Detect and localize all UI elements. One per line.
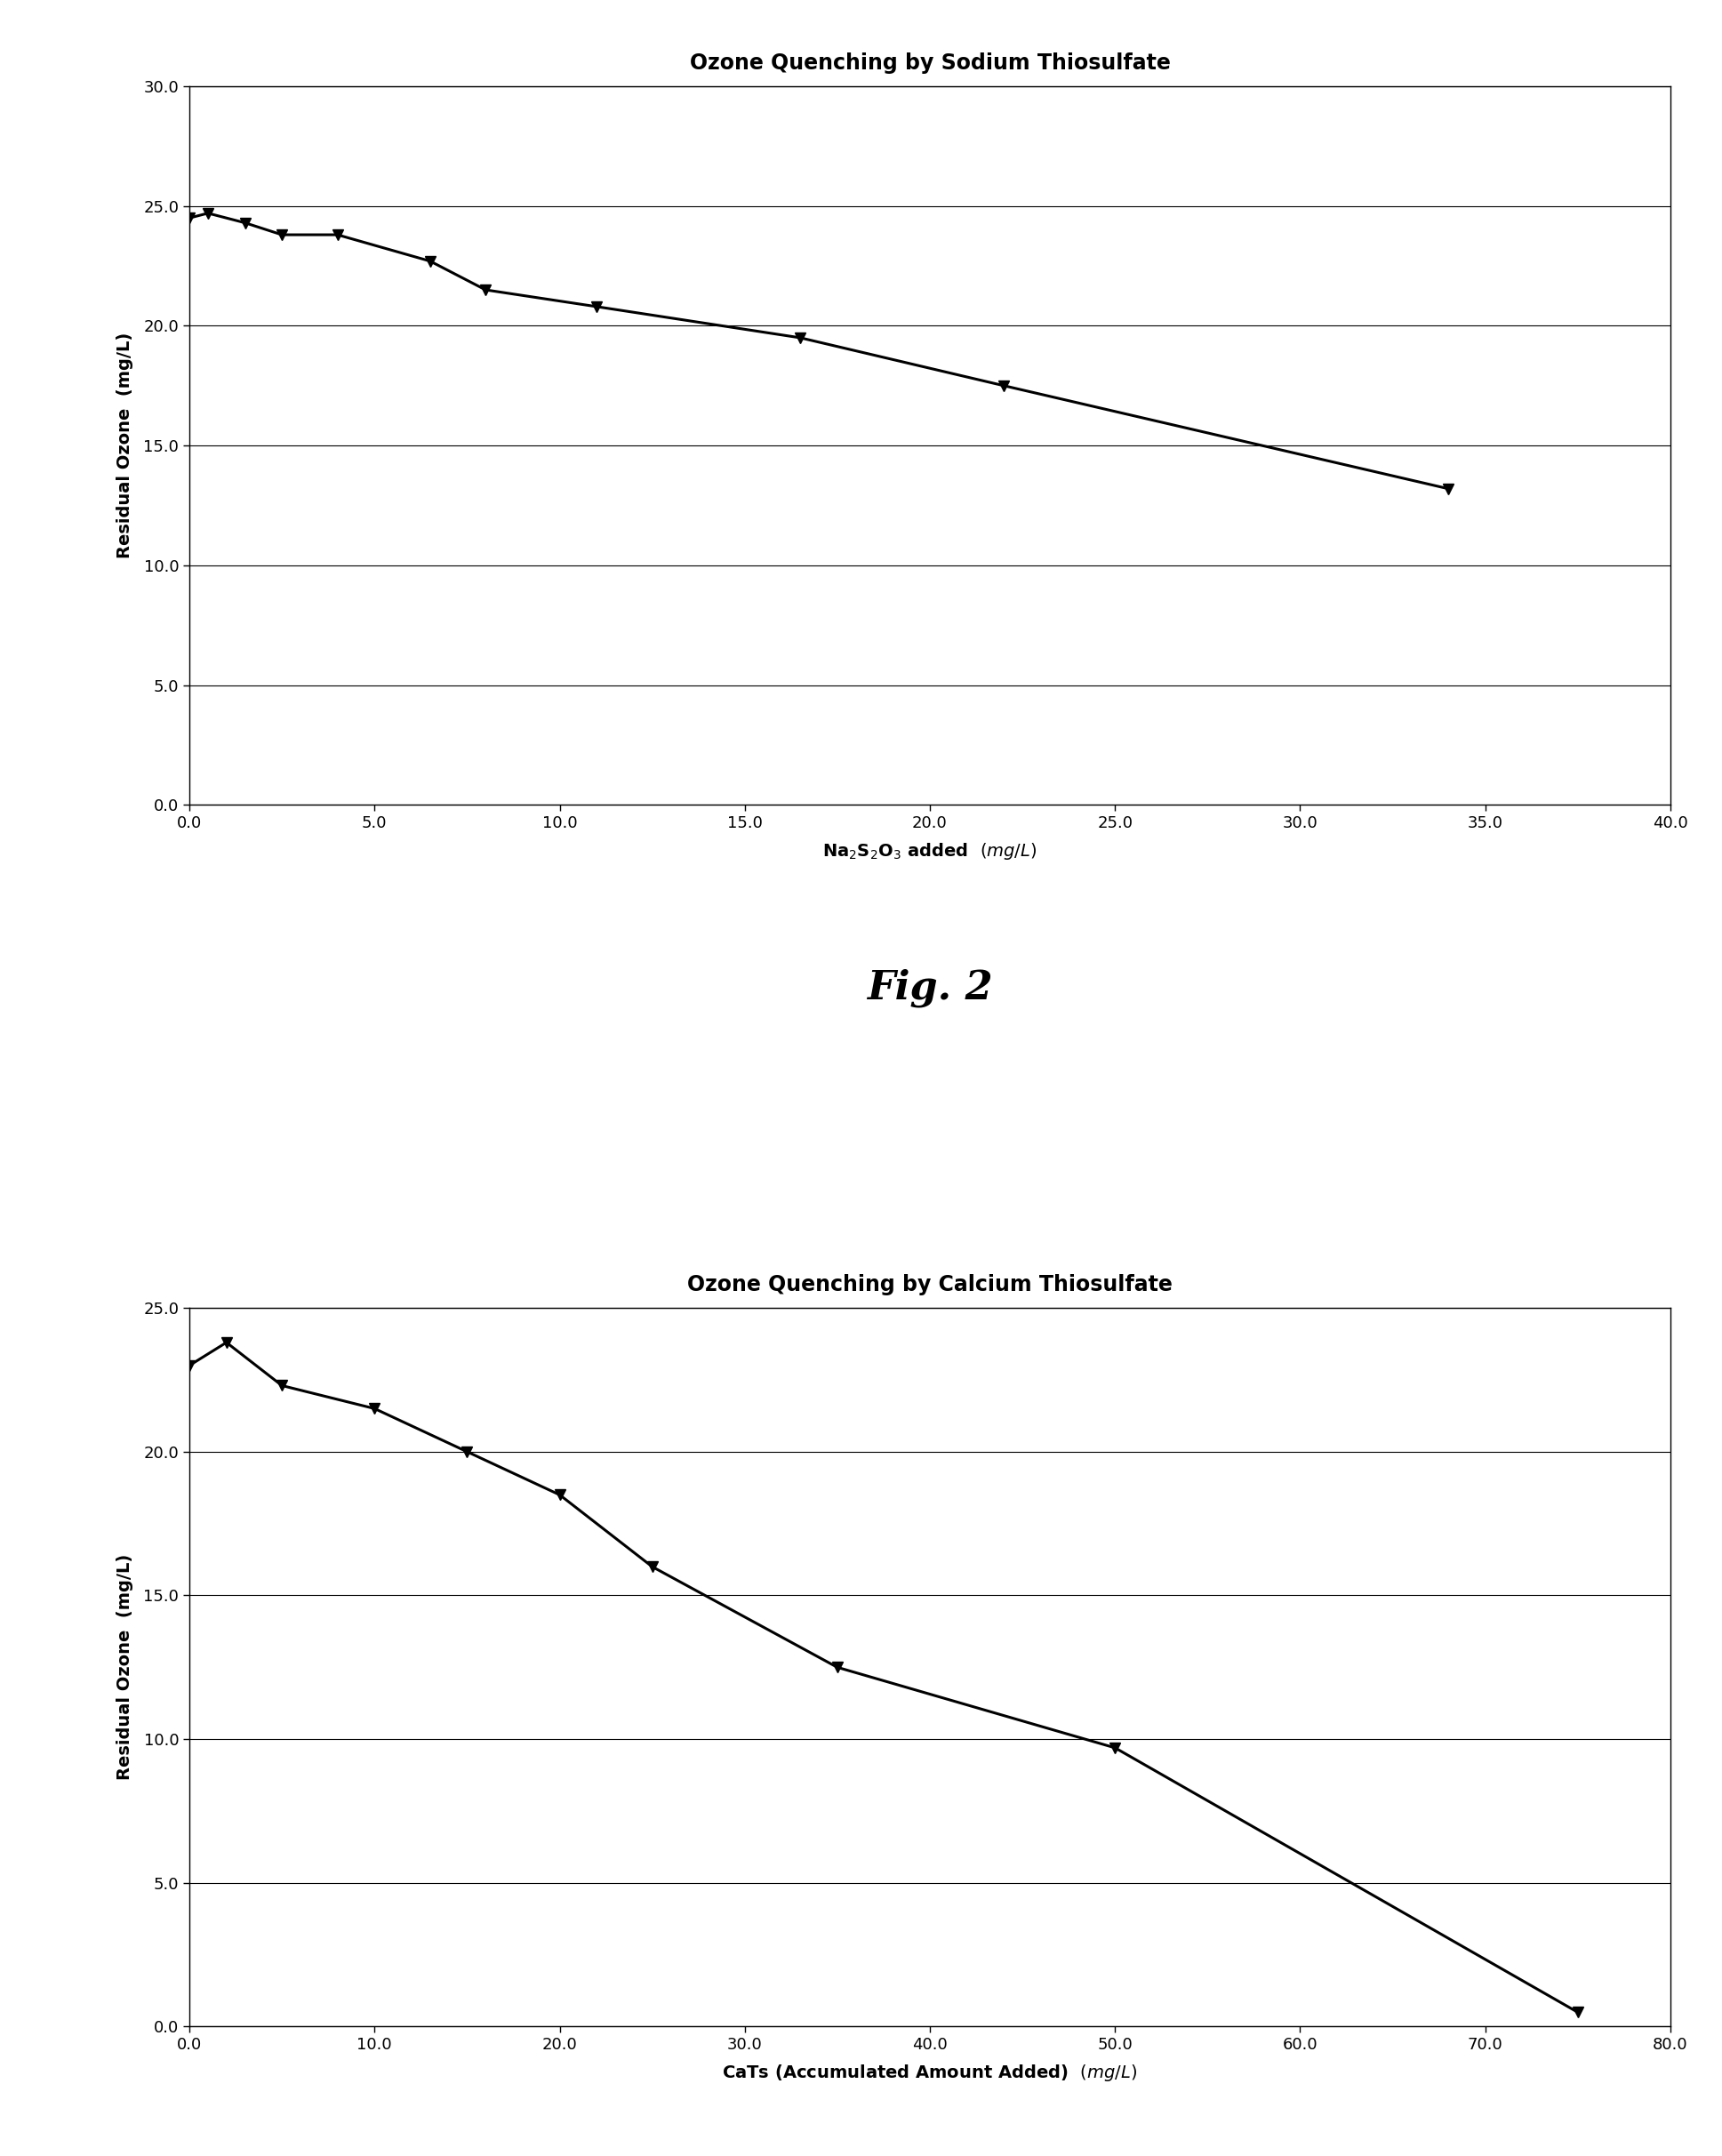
Y-axis label: Residual Ozone  (mg/L): Residual Ozone (mg/L) [117, 1554, 134, 1781]
X-axis label: Na$_2$S$_2$O$_3$ added  $\mathit{(mg/L)}$: Na$_2$S$_2$O$_3$ added $\mathit{(mg/L)}$ [823, 841, 1037, 862]
Y-axis label: Residual Ozone  (mg/L): Residual Ozone (mg/L) [117, 332, 134, 558]
Title: Ozone Quenching by Calcium Thiosulfate: Ozone Quenching by Calcium Thiosulfate [687, 1274, 1173, 1296]
X-axis label: CaTs (Accumulated Amount Added)  $\mathit{(mg/L)}$: CaTs (Accumulated Amount Added) $\mathit… [722, 2063, 1138, 2083]
Title: Ozone Quenching by Sodium Thiosulfate: Ozone Quenching by Sodium Thiosulfate [689, 52, 1171, 73]
Text: Fig. 2: Fig. 2 [866, 968, 994, 1007]
